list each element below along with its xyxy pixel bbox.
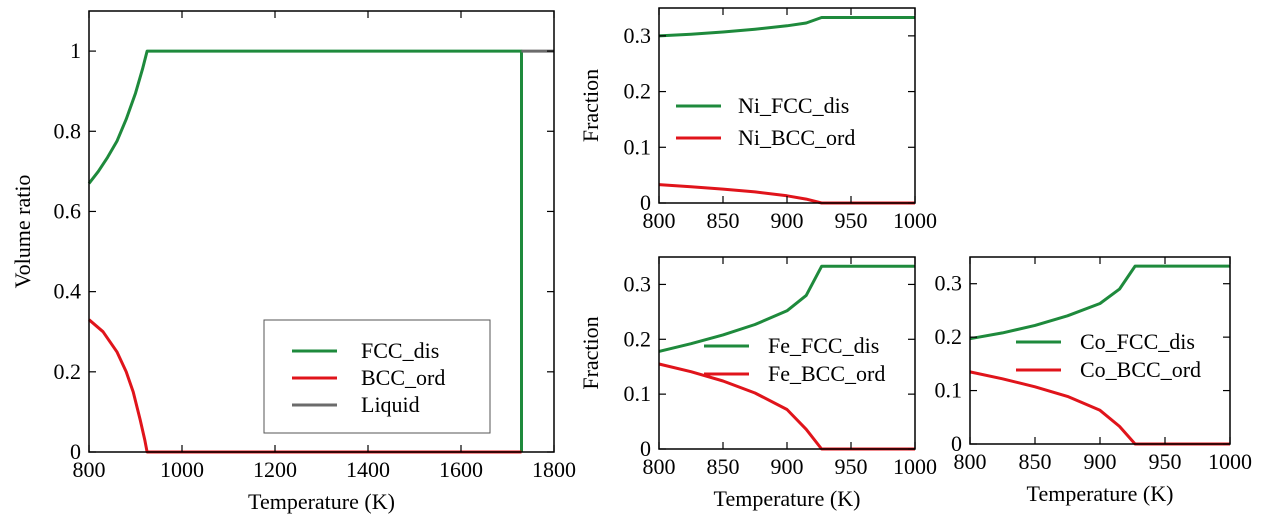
legend-label: Fe_FCC_dis: [768, 333, 879, 358]
x-tick-label: 950: [1149, 449, 1182, 474]
x-tick-label: 850: [707, 208, 740, 233]
legend-label: Ni_BCC_ord: [738, 125, 855, 150]
y-tick-label: 0.2: [624, 79, 652, 104]
x-tick-label: 900: [771, 454, 804, 479]
x-tick-label: 900: [1084, 449, 1117, 474]
legend-label: Co_FCC_dis: [1080, 329, 1195, 354]
legend-label: Liquid: [361, 392, 420, 417]
x-tick-label: 950: [835, 208, 868, 233]
y-tick-label: 0: [640, 190, 651, 215]
y-tick-label: 0.3: [624, 23, 652, 48]
x-tick-label: 900: [771, 208, 804, 233]
chart-panel-fe: 800 850 900 950 1000 0 0.1 0.2 0.3 Temperature (K…: [578, 256, 937, 511]
y-tick-label: 0: [70, 439, 81, 464]
x-tick-label: 850: [1019, 449, 1052, 474]
legend-label: FCC_dis: [361, 338, 439, 363]
x-tick-label: 1000: [160, 457, 204, 482]
y-tick-label: 1: [70, 38, 81, 63]
legend: Ni_FCC_dis Ni_BCC_ord: [676, 93, 855, 150]
chart-panel-ni: 800 850 900 950 1000 0 0.1 0.2 0.3 Fraction Ni_FCC…: [578, 7, 937, 233]
legend: Fe_FCC_dis Fe_BCC_ord: [704, 333, 885, 386]
x-tick-label: 1000: [893, 454, 937, 479]
y-tick-label: 0.1: [935, 378, 963, 403]
y-tick-label: 0.8: [54, 118, 82, 143]
chart-panel-volume: 800 1000 1200 1400 1600 1800 0 0.2 0.4 0.6 0.8 1 Tem…: [10, 10, 576, 514]
y-tick-label: 0.4: [54, 279, 82, 304]
series-line-bcc-ord: [88, 318, 522, 454]
legend-label: Co_BCC_ord: [1080, 357, 1201, 382]
x-tick-label: 800: [954, 449, 987, 474]
y-tick-label: 0.3: [935, 271, 963, 296]
x-tick-label: 800: [73, 457, 106, 482]
y-axis-label: Volume ratio: [10, 175, 35, 289]
x-tick-label: 1600: [439, 457, 483, 482]
y-axis-label: Fraction: [578, 69, 603, 142]
chart-panel-co: 800 850 900 950 1000 0 0.1 0.2 0.3 Temperature (K…: [935, 256, 1252, 506]
legend-label: BCC_ord: [361, 365, 445, 390]
x-tick-label: 1800: [532, 457, 576, 482]
x-tick-label: 950: [835, 454, 868, 479]
y-tick-label: 0: [640, 436, 651, 461]
x-tick-label: 800: [643, 454, 676, 479]
y-tick-label: 0.3: [624, 271, 652, 296]
y-tick-label: 0.1: [624, 134, 652, 159]
x-tick-label: 850: [707, 454, 740, 479]
series-line-co-bcc-ord: [969, 370, 1230, 446]
x-tick-label: 800: [643, 208, 676, 233]
y-tick-label: 0.2: [54, 359, 82, 384]
series-line-fe-fcc-dis: [658, 264, 915, 353]
x-tick-label: 1200: [253, 457, 297, 482]
plot-frame: [88, 10, 555, 453]
series-line-co-fcc-dis: [969, 264, 1230, 341]
y-tick-label: 0: [951, 431, 962, 456]
x-axis-label: Temperature (K): [714, 486, 861, 511]
x-tick-label: 1400: [346, 457, 390, 482]
y-tick-label: 0.2: [935, 324, 963, 349]
y-tick-label: 0.1: [624, 381, 652, 406]
y-tick-label: 0.2: [624, 326, 652, 351]
y-axis-label: Fraction: [578, 316, 603, 389]
legend-label: Fe_BCC_ord: [768, 361, 885, 386]
series-line-fcc-dis: [87, 49, 523, 452]
x-tick-label: 1000: [1208, 449, 1252, 474]
x-axis-label: Temperature (K): [1027, 481, 1174, 506]
legend-label: Ni_FCC_dis: [738, 93, 849, 118]
x-tick-label: 1000: [893, 208, 937, 233]
y-tick-label: 0.6: [54, 198, 82, 223]
x-axis-label: Temperature (K): [248, 489, 395, 514]
series-line-ni-fcc-dis: [658, 16, 915, 38]
series-line-fe-bcc-ord: [658, 362, 915, 451]
legend: Co_FCC_dis Co_BCC_ord: [1016, 329, 1201, 382]
